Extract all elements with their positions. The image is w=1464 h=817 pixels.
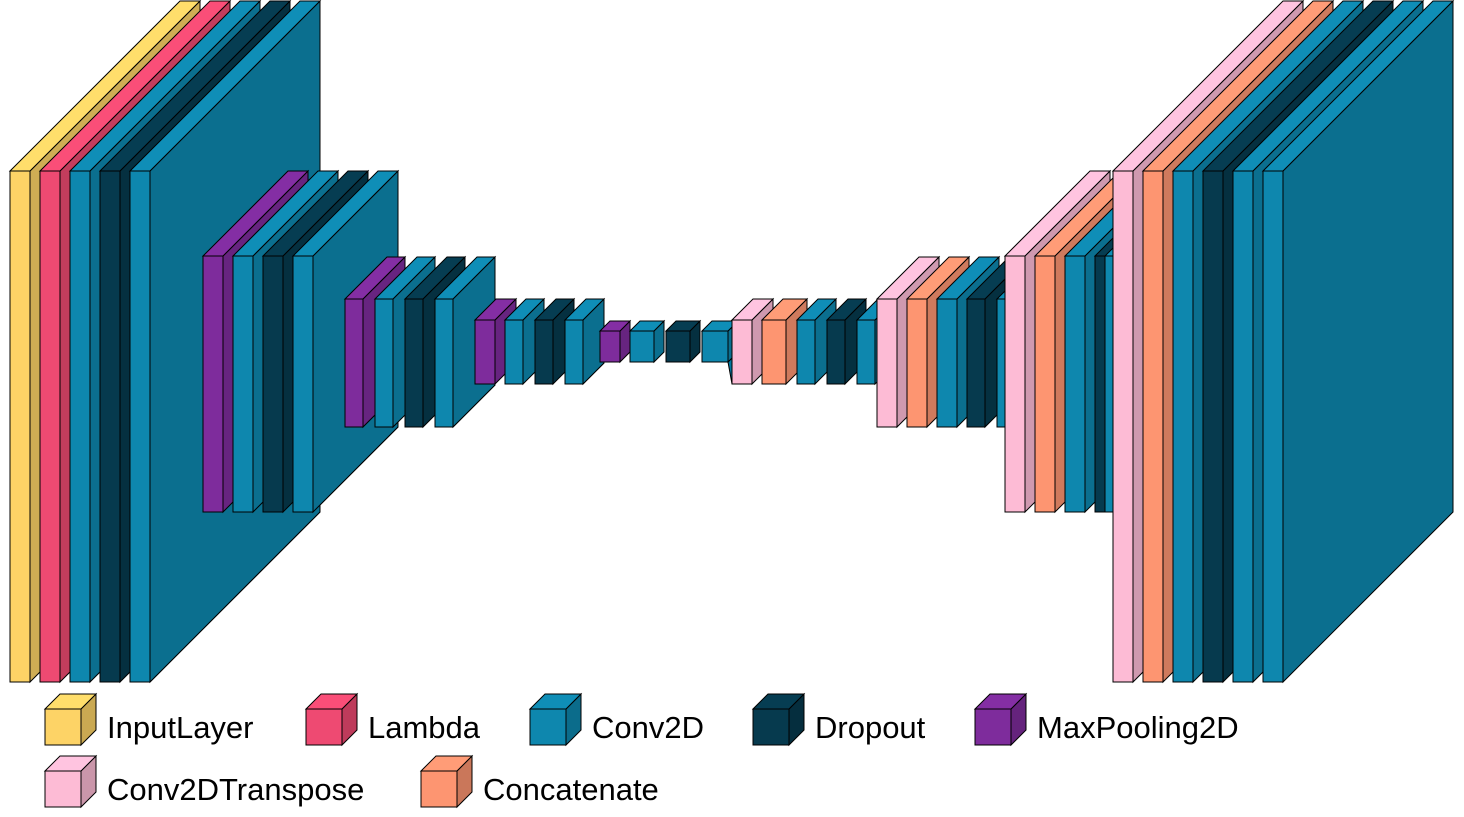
legend-item-pool: MaxPooling2D bbox=[973, 692, 1239, 747]
legend-item-conv: Conv2D bbox=[528, 692, 704, 747]
legend-item-concat: Concatenate bbox=[419, 754, 659, 809]
legend: InputLayer Lambda Conv2D Dropout MaxPooling2… bbox=[43, 692, 1239, 809]
layer-box-conv bbox=[563, 297, 606, 386]
cube-icon bbox=[528, 692, 583, 747]
legend-label: Dropout bbox=[815, 710, 926, 745]
layer-box-conv bbox=[1261, 0, 1455, 684]
layer-box-dropout bbox=[664, 319, 702, 364]
layer-box-conv bbox=[628, 319, 666, 364]
legend-label: InputLayer bbox=[107, 710, 254, 745]
cube-icon bbox=[43, 692, 98, 747]
legend-label: Conv2DTranspose bbox=[107, 772, 364, 807]
legend-label: MaxPooling2D bbox=[1037, 710, 1239, 745]
cube-icon bbox=[43, 754, 98, 809]
legend-item-input: InputLayer bbox=[43, 692, 254, 747]
legend-label: Conv2D bbox=[592, 710, 704, 745]
layer-stack bbox=[8, 0, 1455, 684]
layer-box-pool bbox=[598, 319, 632, 364]
legend-item-dropout: Dropout bbox=[751, 692, 926, 747]
legend-item-convt: Conv2DTranspose bbox=[43, 754, 364, 809]
legend-label: Lambda bbox=[368, 710, 481, 745]
cube-icon bbox=[304, 692, 359, 747]
cube-icon bbox=[751, 692, 806, 747]
cube-icon bbox=[419, 754, 474, 809]
legend-label: Concatenate bbox=[483, 772, 659, 807]
legend-item-lambda: Lambda bbox=[304, 692, 481, 747]
cube-icon bbox=[973, 692, 1028, 747]
